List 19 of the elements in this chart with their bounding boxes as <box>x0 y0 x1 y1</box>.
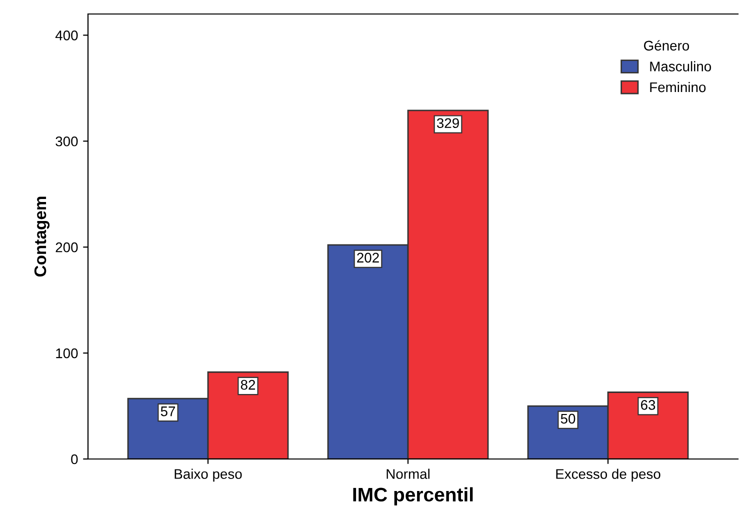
x-axis-title: IMC percentil <box>353 487 473 506</box>
y-tick-label: 400 <box>55 30 78 40</box>
legend-label: Feminino <box>650 82 706 92</box>
legend-label: Masculino <box>650 61 712 72</box>
data-label: 329 <box>436 118 459 128</box>
data-label: 63 <box>640 400 656 410</box>
y-axis-title: Contagem <box>34 196 50 277</box>
data-label: 50 <box>560 414 576 424</box>
x-tick-label: Excesso de peso <box>556 468 660 482</box>
data-label: 82 <box>240 380 256 390</box>
data-label: 57 <box>160 406 176 416</box>
data-label: 202 <box>357 252 379 263</box>
y-tick-label: 200 <box>56 242 78 252</box>
y-tick-label: 300 <box>56 136 78 146</box>
x-tick-label: Baixo peso <box>174 468 242 482</box>
y-tick-label: 0 <box>71 454 78 464</box>
legend-title: Género <box>644 40 690 51</box>
y-tick-label: 100 <box>56 348 78 358</box>
x-tick-label: Normal <box>386 468 430 479</box>
